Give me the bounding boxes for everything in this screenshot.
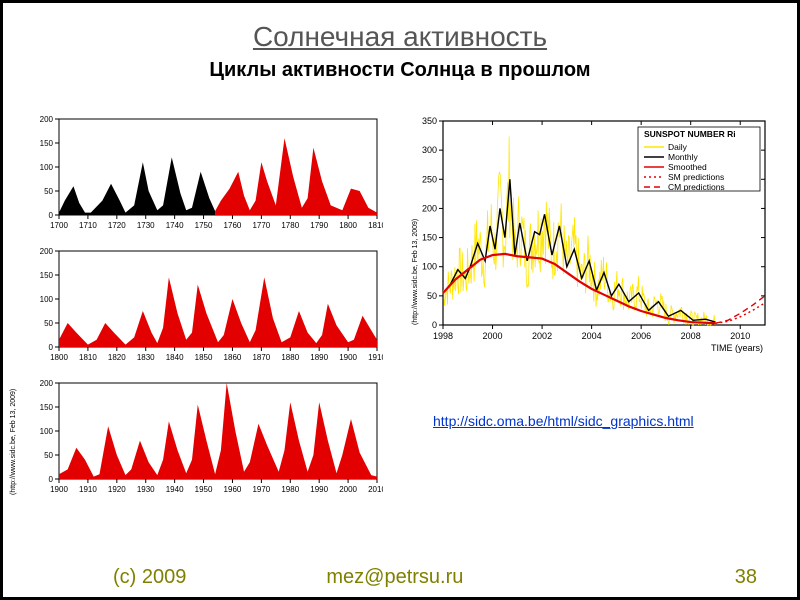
svg-text:2000: 2000 bbox=[483, 331, 503, 341]
svg-text:200: 200 bbox=[422, 203, 437, 213]
footer-page: 38 bbox=[735, 566, 757, 589]
svg-text:50: 50 bbox=[427, 291, 437, 301]
footer-copyright: (c) 2009 bbox=[113, 566, 186, 589]
svg-text:50: 50 bbox=[44, 187, 53, 196]
page-subtitle: Циклы активности Солнца в прошлом bbox=[3, 59, 797, 82]
svg-text:0: 0 bbox=[49, 211, 54, 220]
svg-text:1850: 1850 bbox=[195, 353, 213, 362]
svg-text:SM predictions: SM predictions bbox=[668, 172, 724, 182]
svg-text:1760: 1760 bbox=[224, 221, 242, 230]
svg-text:50: 50 bbox=[44, 451, 53, 460]
left-column: 0 50 100 150 200 1700 1710 1720 1730 1740 1750 1760… bbox=[23, 113, 383, 509]
chart-panel-2: 0 50 100 150 200 1800 1810 1820 1830 1840 1850 1860… bbox=[23, 245, 383, 367]
svg-text:2006: 2006 bbox=[631, 331, 651, 341]
svg-text:1840: 1840 bbox=[166, 353, 184, 362]
svg-text:2008: 2008 bbox=[681, 331, 701, 341]
svg-text:1990: 1990 bbox=[310, 485, 328, 494]
svg-text:1880: 1880 bbox=[281, 353, 299, 362]
svg-text:1930: 1930 bbox=[137, 485, 155, 494]
svg-text:0: 0 bbox=[49, 343, 54, 352]
svg-text:100: 100 bbox=[40, 295, 54, 304]
svg-text:1780: 1780 bbox=[281, 221, 299, 230]
svg-text:300: 300 bbox=[422, 145, 437, 155]
svg-text:2010: 2010 bbox=[730, 331, 750, 341]
svg-text:100: 100 bbox=[422, 262, 437, 272]
svg-text:2010: 2010 bbox=[368, 485, 383, 494]
panel-1: 0 50 100 150 200 1700 1710 1720 1730 1740 1750 1760… bbox=[23, 113, 383, 235]
svg-text:2002: 2002 bbox=[532, 331, 552, 341]
svg-text:(http://www.sidc.be, Feb 13, 2: (http://www.sidc.be, Feb 13, 2009) bbox=[412, 219, 419, 325]
svg-text:1770: 1770 bbox=[252, 221, 270, 230]
svg-text:1830: 1830 bbox=[137, 353, 155, 362]
slide-frame: Солнечная активность Циклы активности Со… bbox=[0, 0, 800, 600]
content-area: 0 50 100 150 200 1700 1710 1720 1730 1740 1750 1760… bbox=[23, 113, 777, 547]
source-rot-label: (http://www.sidc.be, Feb 13, 2009) bbox=[10, 389, 17, 495]
right-column: 0 50 100 150 200 250 300 350 1998 2000 2002 2004 200… bbox=[403, 113, 777, 353]
svg-text:1810: 1810 bbox=[368, 221, 383, 230]
svg-text:1860: 1860 bbox=[224, 353, 242, 362]
svg-text:SUNSPOT NUMBER Ri: SUNSPOT NUMBER Ri bbox=[644, 129, 736, 139]
svg-text:1950: 1950 bbox=[195, 485, 213, 494]
svg-text:1700: 1700 bbox=[50, 221, 68, 230]
svg-text:200: 200 bbox=[40, 379, 54, 388]
svg-text:1800: 1800 bbox=[50, 353, 68, 362]
svg-text:150: 150 bbox=[40, 271, 54, 280]
svg-text:150: 150 bbox=[40, 139, 54, 148]
svg-text:CM predictions: CM predictions bbox=[668, 182, 725, 192]
footer: (c) 2009 mez@petrsu.ru 38 bbox=[3, 566, 797, 589]
svg-text:Monthly: Monthly bbox=[668, 152, 699, 162]
svg-text:1870: 1870 bbox=[252, 353, 270, 362]
panel-3: 0 50 100 150 200 1900 1910 1920 1930 1940 1950 1960… bbox=[23, 377, 383, 499]
chart-panel-3: 0 50 100 150 200 1900 1910 1920 1930 1940 1950 1960… bbox=[23, 377, 383, 499]
svg-text:TIME (years): TIME (years) bbox=[711, 343, 763, 353]
svg-text:1750: 1750 bbox=[195, 221, 213, 230]
svg-text:2000: 2000 bbox=[339, 485, 357, 494]
svg-text:Smoothed: Smoothed bbox=[668, 162, 707, 172]
svg-text:1960: 1960 bbox=[224, 485, 242, 494]
svg-text:1720: 1720 bbox=[108, 221, 126, 230]
svg-text:1810: 1810 bbox=[79, 353, 97, 362]
panel-2: 0 50 100 150 200 1800 1810 1820 1830 1840 1850 1860… bbox=[23, 245, 383, 367]
svg-text:1890: 1890 bbox=[310, 353, 328, 362]
svg-text:100: 100 bbox=[40, 427, 54, 436]
svg-text:1920: 1920 bbox=[108, 485, 126, 494]
svg-text:Daily: Daily bbox=[668, 142, 688, 152]
svg-text:350: 350 bbox=[422, 116, 437, 126]
svg-text:1910: 1910 bbox=[79, 485, 97, 494]
footer-email: mez@petrsu.ru bbox=[326, 566, 463, 589]
svg-text:200: 200 bbox=[40, 115, 54, 124]
svg-text:1710: 1710 bbox=[79, 221, 97, 230]
svg-text:100: 100 bbox=[40, 163, 54, 172]
chart-right: 0 50 100 150 200 250 300 350 1998 2000 2002 2004 200… bbox=[403, 113, 773, 353]
svg-text:200: 200 bbox=[40, 247, 54, 256]
svg-text:0: 0 bbox=[432, 320, 437, 330]
svg-text:1940: 1940 bbox=[166, 485, 184, 494]
svg-text:1998: 1998 bbox=[433, 331, 453, 341]
svg-text:1910: 1910 bbox=[368, 353, 383, 362]
page-title: Солнечная активность bbox=[3, 21, 797, 53]
svg-text:150: 150 bbox=[422, 233, 437, 243]
svg-text:1900: 1900 bbox=[339, 353, 357, 362]
svg-text:1800: 1800 bbox=[339, 221, 357, 230]
svg-text:1970: 1970 bbox=[252, 485, 270, 494]
svg-text:1820: 1820 bbox=[108, 353, 126, 362]
source-link[interactable]: http://sidc.oma.be/html/sidc_graphics.ht… bbox=[433, 413, 694, 429]
svg-text:1980: 1980 bbox=[281, 485, 299, 494]
svg-text:2004: 2004 bbox=[582, 331, 602, 341]
chart-panel-1: 0 50 100 150 200 1700 1710 1720 1730 1740 1750 1760… bbox=[23, 113, 383, 235]
svg-text:1900: 1900 bbox=[50, 485, 68, 494]
svg-text:0: 0 bbox=[49, 475, 54, 484]
svg-text:1740: 1740 bbox=[166, 221, 184, 230]
svg-text:1730: 1730 bbox=[137, 221, 155, 230]
svg-text:1790: 1790 bbox=[310, 221, 328, 230]
svg-text:50: 50 bbox=[44, 319, 53, 328]
svg-text:150: 150 bbox=[40, 403, 54, 412]
svg-text:250: 250 bbox=[422, 174, 437, 184]
